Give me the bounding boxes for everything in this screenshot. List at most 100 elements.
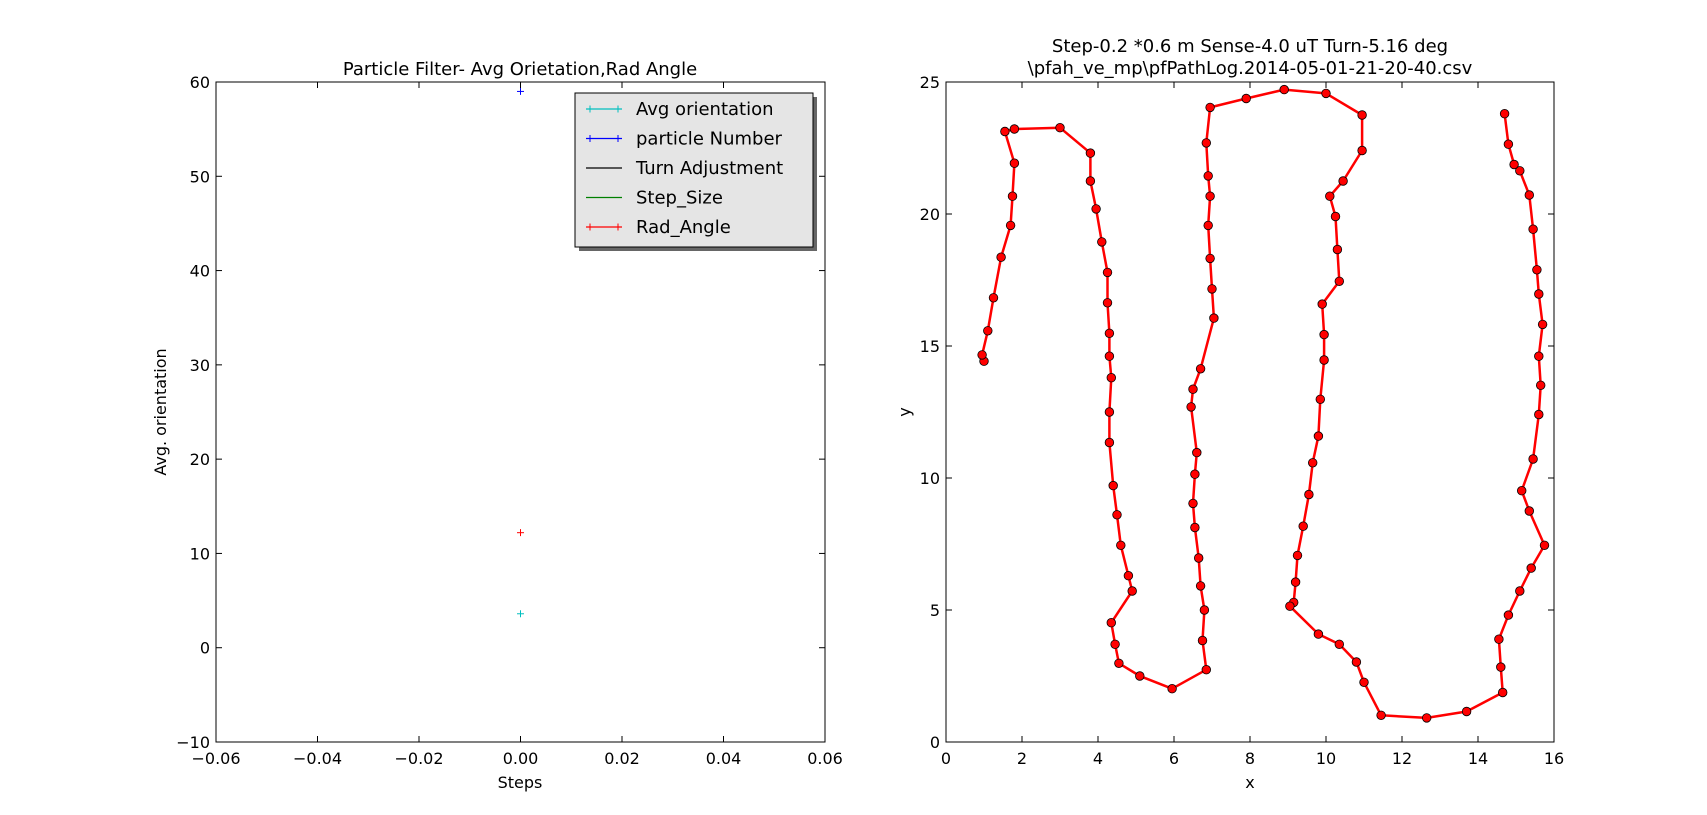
path-point (1085, 148, 1096, 158)
path-point (1532, 265, 1542, 275)
orientation-chart-title: Particle Filter- Avg Orietation,Rad Angl… (343, 59, 697, 80)
path-point (1321, 88, 1331, 99)
path-point (1290, 577, 1301, 587)
orientation-chart-y-tick-label: 10 (190, 544, 210, 563)
path-point (1199, 605, 1210, 615)
point-rad-angle (517, 529, 524, 537)
path-point (1102, 298, 1113, 308)
legend-entry-avg-orientation: Avg orientation (586, 99, 774, 120)
orientation-chart-x-axis-label: Steps (498, 773, 543, 792)
path-point (1190, 469, 1200, 479)
path-point (1376, 710, 1386, 721)
legend-entry-particle-number: particle Number (586, 129, 783, 150)
path-point (1195, 581, 1206, 591)
orientation-chart-x-tick-label: −0.04 (293, 749, 342, 768)
legend-label-rad-angle: Rad_Angle (636, 217, 731, 238)
path-point (1192, 447, 1202, 458)
path-point (1114, 658, 1124, 669)
path-point (1334, 639, 1345, 650)
legend-label-step-size: Step_Size (636, 188, 723, 209)
path-chart-x-tick-label: 4 (1093, 749, 1103, 768)
path-point (1007, 191, 1018, 201)
path-point (1313, 629, 1324, 639)
path-chart-marks (977, 84, 1550, 723)
path-point (1197, 635, 1208, 646)
path-chart-y-tick-label: 5 (930, 601, 940, 620)
path-point (1537, 319, 1548, 330)
path-point (1116, 540, 1126, 551)
path-point (1285, 601, 1295, 611)
path-point (1332, 244, 1343, 255)
orientation-chart-y-tick-label: 50 (190, 167, 210, 186)
path-chart-x-tick-label: 12 (1392, 749, 1412, 768)
path-point (1421, 713, 1432, 723)
path-chart-title: Step-0.2 *0.6 m Sense-4.0 uT Turn-5.16 d… (1052, 36, 1448, 57)
path-chart-subtitle: \pfah_ve_mp\pfPathLog.2014-05-01-21-20-4… (1028, 58, 1473, 79)
legend-label-particle-number: particle Number (636, 129, 783, 150)
path-point (1106, 373, 1117, 383)
path-point (1319, 355, 1329, 365)
path-point (1461, 706, 1472, 717)
orientation-chart-y-tick-label: 40 (190, 262, 210, 281)
path-point (1201, 665, 1212, 675)
legend-entry-turn-adjustment: Turn Adjustment (586, 158, 783, 179)
path-point (1319, 329, 1329, 340)
path-point (1241, 93, 1251, 104)
path-point (988, 293, 999, 303)
orientation-chart-x-tick-label: 0.06 (807, 749, 843, 768)
path-point (1317, 299, 1327, 309)
path-point (1292, 550, 1303, 561)
orientation-chart-y-tick-label: 30 (190, 356, 210, 375)
path-point (1499, 108, 1510, 119)
orientation-chart-x-tick-label: 0.04 (706, 749, 742, 768)
path-point (1193, 553, 1204, 563)
path-point (996, 252, 1006, 262)
path-point (1503, 610, 1514, 620)
path-point (1494, 634, 1504, 644)
path-point (1104, 407, 1115, 417)
path-point (1515, 586, 1525, 596)
path-chart-x-tick-label: 2 (1017, 749, 1027, 768)
path-point (1167, 684, 1177, 694)
path-chart-x-tick-label: 0 (941, 749, 951, 768)
path-point (1357, 110, 1367, 120)
path-point (1186, 402, 1196, 412)
path-point (1209, 313, 1219, 323)
path-point (1304, 489, 1314, 500)
orientation-chart-y-tick-label: −10 (176, 733, 210, 752)
path-point (1203, 171, 1213, 181)
orientation-chart-ticks: −0.06 −0.04 −0.02 0.00 0.02 0.04 0.06 −10 0 10 20 3… (176, 73, 843, 768)
path-chart-y-tick-label: 25 (920, 73, 940, 92)
path-point (1524, 506, 1535, 516)
path-point (983, 326, 993, 336)
path-point (1127, 586, 1137, 596)
path-point (1000, 126, 1010, 137)
path-point (1135, 671, 1145, 681)
path-point (1188, 384, 1198, 394)
path-point (1104, 437, 1115, 448)
orientation-chart-y-tick-label: 0 (200, 639, 210, 658)
path-point (1496, 662, 1506, 672)
path-point (1516, 486, 1527, 496)
path-point (1205, 191, 1215, 201)
path-point (977, 350, 987, 360)
path-chart: 0 2 4 6 8 10 12 14 16 0 5 10 15 20 25 Step-0.2 *0.6 m … (895, 36, 1564, 792)
path-chart-ticks: 0 2 4 6 8 10 12 14 16 0 5 10 15 20 25 (920, 73, 1565, 768)
path-point (1524, 190, 1535, 200)
orientation-chart-y-tick-label: 20 (190, 450, 210, 469)
path-chart-y-tick-label: 0 (930, 733, 940, 752)
path-point (1351, 657, 1362, 667)
path-point (1188, 498, 1198, 509)
path-point (1279, 84, 1289, 95)
path-point (1359, 677, 1369, 688)
legend-box (574, 92, 814, 248)
path-point (1205, 102, 1215, 113)
path-point (1298, 521, 1308, 531)
path-point (1106, 618, 1117, 628)
legend-entry-rad-angle: Rad_Angle (586, 217, 731, 238)
legend-label-avg-orientation: Avg orientation (636, 99, 774, 120)
path-point (1307, 458, 1318, 468)
path-point (1528, 454, 1538, 464)
path-point (1207, 284, 1217, 294)
